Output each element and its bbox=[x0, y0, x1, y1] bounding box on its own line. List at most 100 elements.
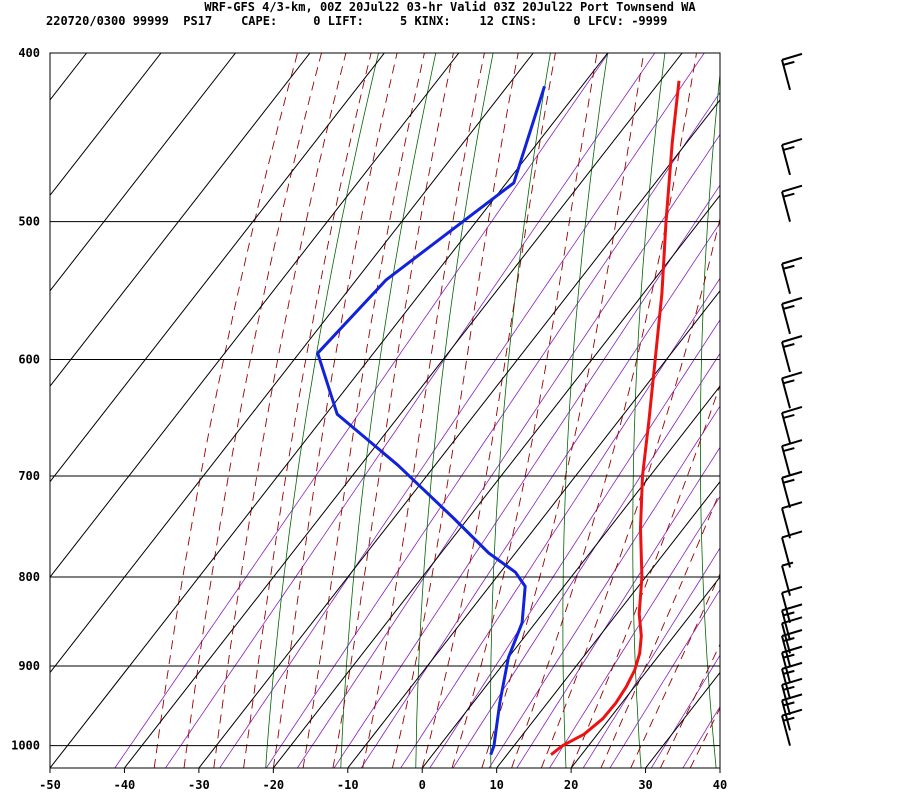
x-tick-label: 40 bbox=[713, 778, 727, 792]
mixing-ratio-line bbox=[488, 405, 720, 768]
wind-barb bbox=[781, 405, 803, 444]
mixing-ratio-line bbox=[609, 588, 720, 768]
isotherm-line bbox=[50, 53, 236, 292]
dry-adiabat-line bbox=[415, 53, 494, 768]
moist-adiabat-line bbox=[689, 707, 720, 768]
y-tick-label: 700 bbox=[18, 469, 40, 483]
moist-adiabat-line bbox=[570, 383, 720, 768]
moist-adiabat-line bbox=[183, 53, 322, 768]
moist-adiabat-line bbox=[659, 643, 720, 768]
wind-barb bbox=[781, 335, 803, 373]
wind-barb bbox=[781, 184, 803, 222]
dewpoint-profile-line bbox=[316, 85, 546, 756]
isotherm-line bbox=[50, 53, 87, 101]
moist-adiabat-line bbox=[272, 53, 398, 768]
isotherm-line bbox=[272, 194, 720, 768]
moist-adiabat-line bbox=[243, 53, 372, 768]
moist-adiabat-line bbox=[600, 490, 720, 768]
stability-indices: 220720/0300 99999 PS17 CAPE: 0 LIFT: 5 K… bbox=[46, 14, 668, 28]
wind-barb bbox=[781, 52, 803, 91]
x-tick-label: -10 bbox=[337, 778, 359, 792]
dry-adiabat-line bbox=[700, 70, 720, 768]
dry-adiabat-line bbox=[562, 53, 609, 768]
dry-adiabat-line bbox=[891, 53, 900, 768]
mixing-ratio-line bbox=[429, 319, 720, 768]
sounding-profiles bbox=[316, 80, 681, 756]
moist-adiabat-line bbox=[302, 53, 425, 768]
isotherm-line bbox=[50, 53, 162, 197]
moist-adiabat-line bbox=[153, 53, 298, 768]
mixing-ratio-line bbox=[516, 446, 720, 768]
mixing-ratio-line bbox=[650, 654, 720, 768]
wind-barb bbox=[781, 530, 803, 568]
moist-adiabat-line bbox=[511, 53, 697, 768]
y-tick-label: 400 bbox=[18, 46, 40, 60]
wind-barb bbox=[781, 439, 803, 477]
dry-adiabat-line bbox=[265, 53, 379, 768]
dry-adiabat-line bbox=[632, 53, 666, 768]
mixing-ratio-line bbox=[452, 352, 720, 768]
wind-barbs bbox=[781, 52, 803, 746]
mixing-ratio-line bbox=[219, 53, 705, 768]
plot-frame bbox=[49, 52, 721, 769]
y-tick-label: 500 bbox=[18, 215, 40, 229]
temperature-profile-line bbox=[550, 80, 681, 756]
moist-adiabat-line bbox=[332, 53, 454, 768]
y-tick-label: 900 bbox=[18, 659, 40, 673]
dry-adiabat-line bbox=[490, 53, 551, 768]
x-tick-label: -40 bbox=[114, 778, 136, 792]
x-tick-label: -50 bbox=[39, 778, 61, 792]
mixing-ratio-line bbox=[333, 184, 720, 768]
moist-adiabat-line bbox=[540, 216, 720, 768]
y-tick-label: 600 bbox=[18, 353, 40, 367]
wind-barb bbox=[781, 296, 803, 335]
moist-adiabat-line bbox=[213, 53, 347, 768]
isotherm-line bbox=[50, 53, 385, 483]
isotherm-line bbox=[421, 385, 720, 768]
wind-barb bbox=[781, 470, 803, 509]
moist-adiabat-line bbox=[362, 53, 485, 768]
wind-barb bbox=[781, 256, 803, 294]
isotherm-line bbox=[645, 671, 720, 768]
mixing-ratio-line bbox=[265, 91, 720, 768]
mixing-ratio-line bbox=[582, 547, 720, 768]
wind-barb bbox=[781, 501, 803, 539]
moist-adiabat-line bbox=[481, 53, 645, 768]
x-tick-label: 20 bbox=[564, 778, 578, 792]
moist-adiabat-line bbox=[719, 767, 720, 768]
isotherm-line bbox=[570, 576, 720, 768]
moist-adiabat-line bbox=[421, 53, 556, 768]
y-tick-label: 800 bbox=[18, 570, 40, 584]
isotherm-line bbox=[50, 53, 311, 388]
mixing-ratio-line bbox=[360, 222, 720, 768]
isotherm-line bbox=[347, 289, 720, 768]
mixing-ratio-line bbox=[165, 53, 656, 768]
isotherm-line bbox=[124, 53, 683, 768]
isotherm-line bbox=[50, 53, 534, 674]
mixing-ratio-line bbox=[114, 53, 609, 768]
axis-ticks: -50 -40 -30 -20 -10 0 10 20 30 40 400 500 600 700 800 9… bbox=[11, 46, 727, 792]
background-grid bbox=[50, 53, 900, 768]
chart-title: WRF-GFS 4/3-km, 00Z 20Jul22 03-hr Valid … bbox=[204, 0, 696, 14]
wind-barb bbox=[781, 371, 803, 409]
x-tick-label: -30 bbox=[188, 778, 210, 792]
dry-adiabat-line bbox=[829, 53, 866, 768]
x-tick-label: 10 bbox=[489, 778, 503, 792]
x-tick-label: 0 bbox=[419, 778, 426, 792]
wind-barb bbox=[781, 137, 803, 176]
dry-adiabat-line bbox=[340, 53, 437, 768]
mixing-ratio-line bbox=[296, 133, 720, 768]
isotherm-line bbox=[50, 53, 460, 578]
isotherm-line bbox=[198, 99, 720, 768]
wind-barb bbox=[781, 561, 794, 596]
wind-barb bbox=[781, 603, 803, 641]
x-tick-label: 30 bbox=[638, 778, 652, 792]
isotherm-line bbox=[50, 53, 609, 768]
mixing-ratio-line bbox=[400, 277, 720, 768]
wind-barb bbox=[781, 585, 803, 624]
isotherm-line bbox=[496, 480, 720, 768]
y-tick-label: 1000 bbox=[11, 739, 40, 753]
mixing-ratio-line bbox=[549, 495, 720, 768]
isotherm-line bbox=[719, 767, 720, 768]
